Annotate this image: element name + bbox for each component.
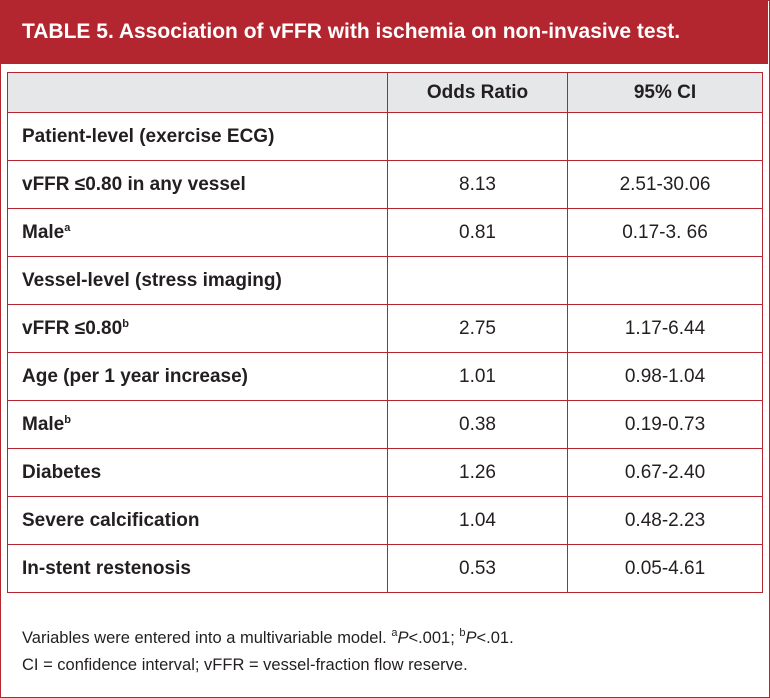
row-label-cell: Vessel-level (stress imaging) (7, 256, 388, 305)
row-label-cell: In-stent restenosis (7, 544, 388, 593)
odds-ratio: 1.26 (459, 461, 496, 483)
odds-ratio-cell: 1.26 (387, 448, 568, 497)
table-row: Age (per 1 year increase) 1.01 0.98-1.04 (7, 352, 763, 401)
odds-ratio-cell: 1.04 (387, 496, 568, 545)
table: Odds Ratio 95% CI Patient-level (exercis… (7, 72, 763, 593)
odds-ratio-cell: 0.38 (387, 400, 568, 449)
ci-cell: 0.48-2.23 (567, 496, 763, 545)
footnote-text: <.001; (408, 629, 460, 647)
odds-ratio-cell: 0.53 (387, 544, 568, 593)
confidence-interval: 0.98-1.04 (624, 365, 706, 387)
confidence-interval: 2.51-30.06 (619, 173, 711, 195)
row-label-cell: Maleb (7, 400, 388, 449)
header-cell: 95% CI (567, 72, 763, 113)
table-row: Maleb 0.38 0.19-0.73 (7, 400, 763, 449)
confidence-interval: 0.05-4.61 (624, 557, 706, 579)
row-label-cell: Age (per 1 year increase) (7, 352, 388, 401)
footnote: Variables were entered into a multivaria… (22, 620, 514, 679)
odds-ratio: 0.38 (459, 413, 496, 435)
table-row: In-stent restenosis 0.53 0.05-4.61 (7, 544, 763, 593)
footnote-line: Variables were entered into a multivaria… (22, 620, 514, 652)
italic-text: P (465, 629, 477, 647)
odds-ratio: 2.75 (459, 317, 496, 339)
confidence-interval: 0.67-2.40 (624, 461, 706, 483)
header-row: Odds Ratio 95% CI (7, 72, 763, 113)
odds-ratio: 0.81 (459, 221, 496, 243)
table-row: Malea 0.81 0.17-3. 66 (7, 208, 763, 257)
footnote-text: <.01. (476, 629, 514, 647)
superscript: b (459, 627, 466, 639)
row-label-cell: Diabetes (7, 448, 388, 497)
odds-ratio: 8.13 (459, 173, 496, 195)
row-label: Vessel-level (stress imaging) (22, 269, 282, 291)
row-label-cell: Malea (7, 208, 388, 257)
odds-ratio: 0.53 (459, 557, 496, 579)
footnote-line: CI = confidence interval; vFFR = vessel-… (22, 652, 514, 679)
ci-cell (567, 112, 763, 161)
row-label: Diabetes (22, 461, 102, 483)
odds-ratio-cell: 8.13 (387, 160, 568, 209)
superscript: b (122, 317, 129, 330)
row-label-cell: vFFR ≤0.80b (7, 304, 388, 353)
confidence-interval: 0.48-2.23 (624, 509, 706, 531)
table-row: vFFR ≤0.80 in any vessel 8.13 2.51-30.06 (7, 160, 763, 209)
row-label: Patient-level (exercise ECG) (22, 125, 275, 147)
odds-ratio-cell (387, 112, 568, 161)
row-label-cell: Severe calcification (7, 496, 388, 545)
ci-cell (567, 256, 763, 305)
row-label-cell: Patient-level (exercise ECG) (7, 112, 388, 161)
ci-cell: 0.19-0.73 (567, 400, 763, 449)
row-label: In-stent restenosis (22, 557, 191, 579)
header-cell: Odds Ratio (387, 72, 568, 113)
confidence-interval: 1.17-6.44 (624, 317, 706, 339)
italic-text: P (397, 629, 409, 647)
superscript: a (391, 627, 398, 639)
odds-ratio-cell: 2.75 (387, 304, 568, 353)
row-label: vFFR ≤0.80 (22, 317, 123, 339)
ci-cell: 0.05-4.61 (567, 544, 763, 593)
ci-cell: 1.17-6.44 (567, 304, 763, 353)
table-title: TABLE 5. Association of vFFR with ischem… (0, 0, 768, 64)
table-row: Severe calcification 1.04 0.48-2.23 (7, 496, 763, 545)
table-row: Patient-level (exercise ECG) (7, 112, 763, 161)
footnote-text: Variables were entered into a multivaria… (22, 629, 392, 647)
odds-ratio-cell: 0.81 (387, 208, 568, 257)
superscript: a (64, 221, 71, 234)
header-cell (7, 72, 388, 113)
odds-ratio-cell (387, 256, 568, 305)
table-row: vFFR ≤0.80b 2.75 1.17-6.44 (7, 304, 763, 353)
ci-cell: 2.51-30.06 (567, 160, 763, 209)
confidence-interval: 0.19-0.73 (624, 413, 706, 435)
confidence-interval: 0.17-3. 66 (622, 221, 708, 243)
table-row: Diabetes 1.26 0.67-2.40 (7, 448, 763, 497)
odds-ratio-cell: 1.01 (387, 352, 568, 401)
ci-cell: 0.67-2.40 (567, 448, 763, 497)
odds-ratio: 1.01 (459, 365, 496, 387)
row-label: vFFR ≤0.80 in any vessel (22, 173, 246, 195)
footnote-text: CI = confidence interval; vFFR = vessel-… (22, 656, 468, 674)
row-label: Severe calcification (22, 509, 200, 531)
table-row: Vessel-level (stress imaging) (7, 256, 763, 305)
row-label-cell: vFFR ≤0.80 in any vessel (7, 160, 388, 209)
row-label: Male (22, 413, 65, 435)
odds-ratio: 1.04 (459, 509, 496, 531)
superscript: b (64, 413, 71, 426)
row-label: Male (22, 221, 65, 243)
ci-cell: 0.98-1.04 (567, 352, 763, 401)
ci-cell: 0.17-3. 66 (567, 208, 763, 257)
row-label: Age (per 1 year increase) (22, 365, 249, 387)
